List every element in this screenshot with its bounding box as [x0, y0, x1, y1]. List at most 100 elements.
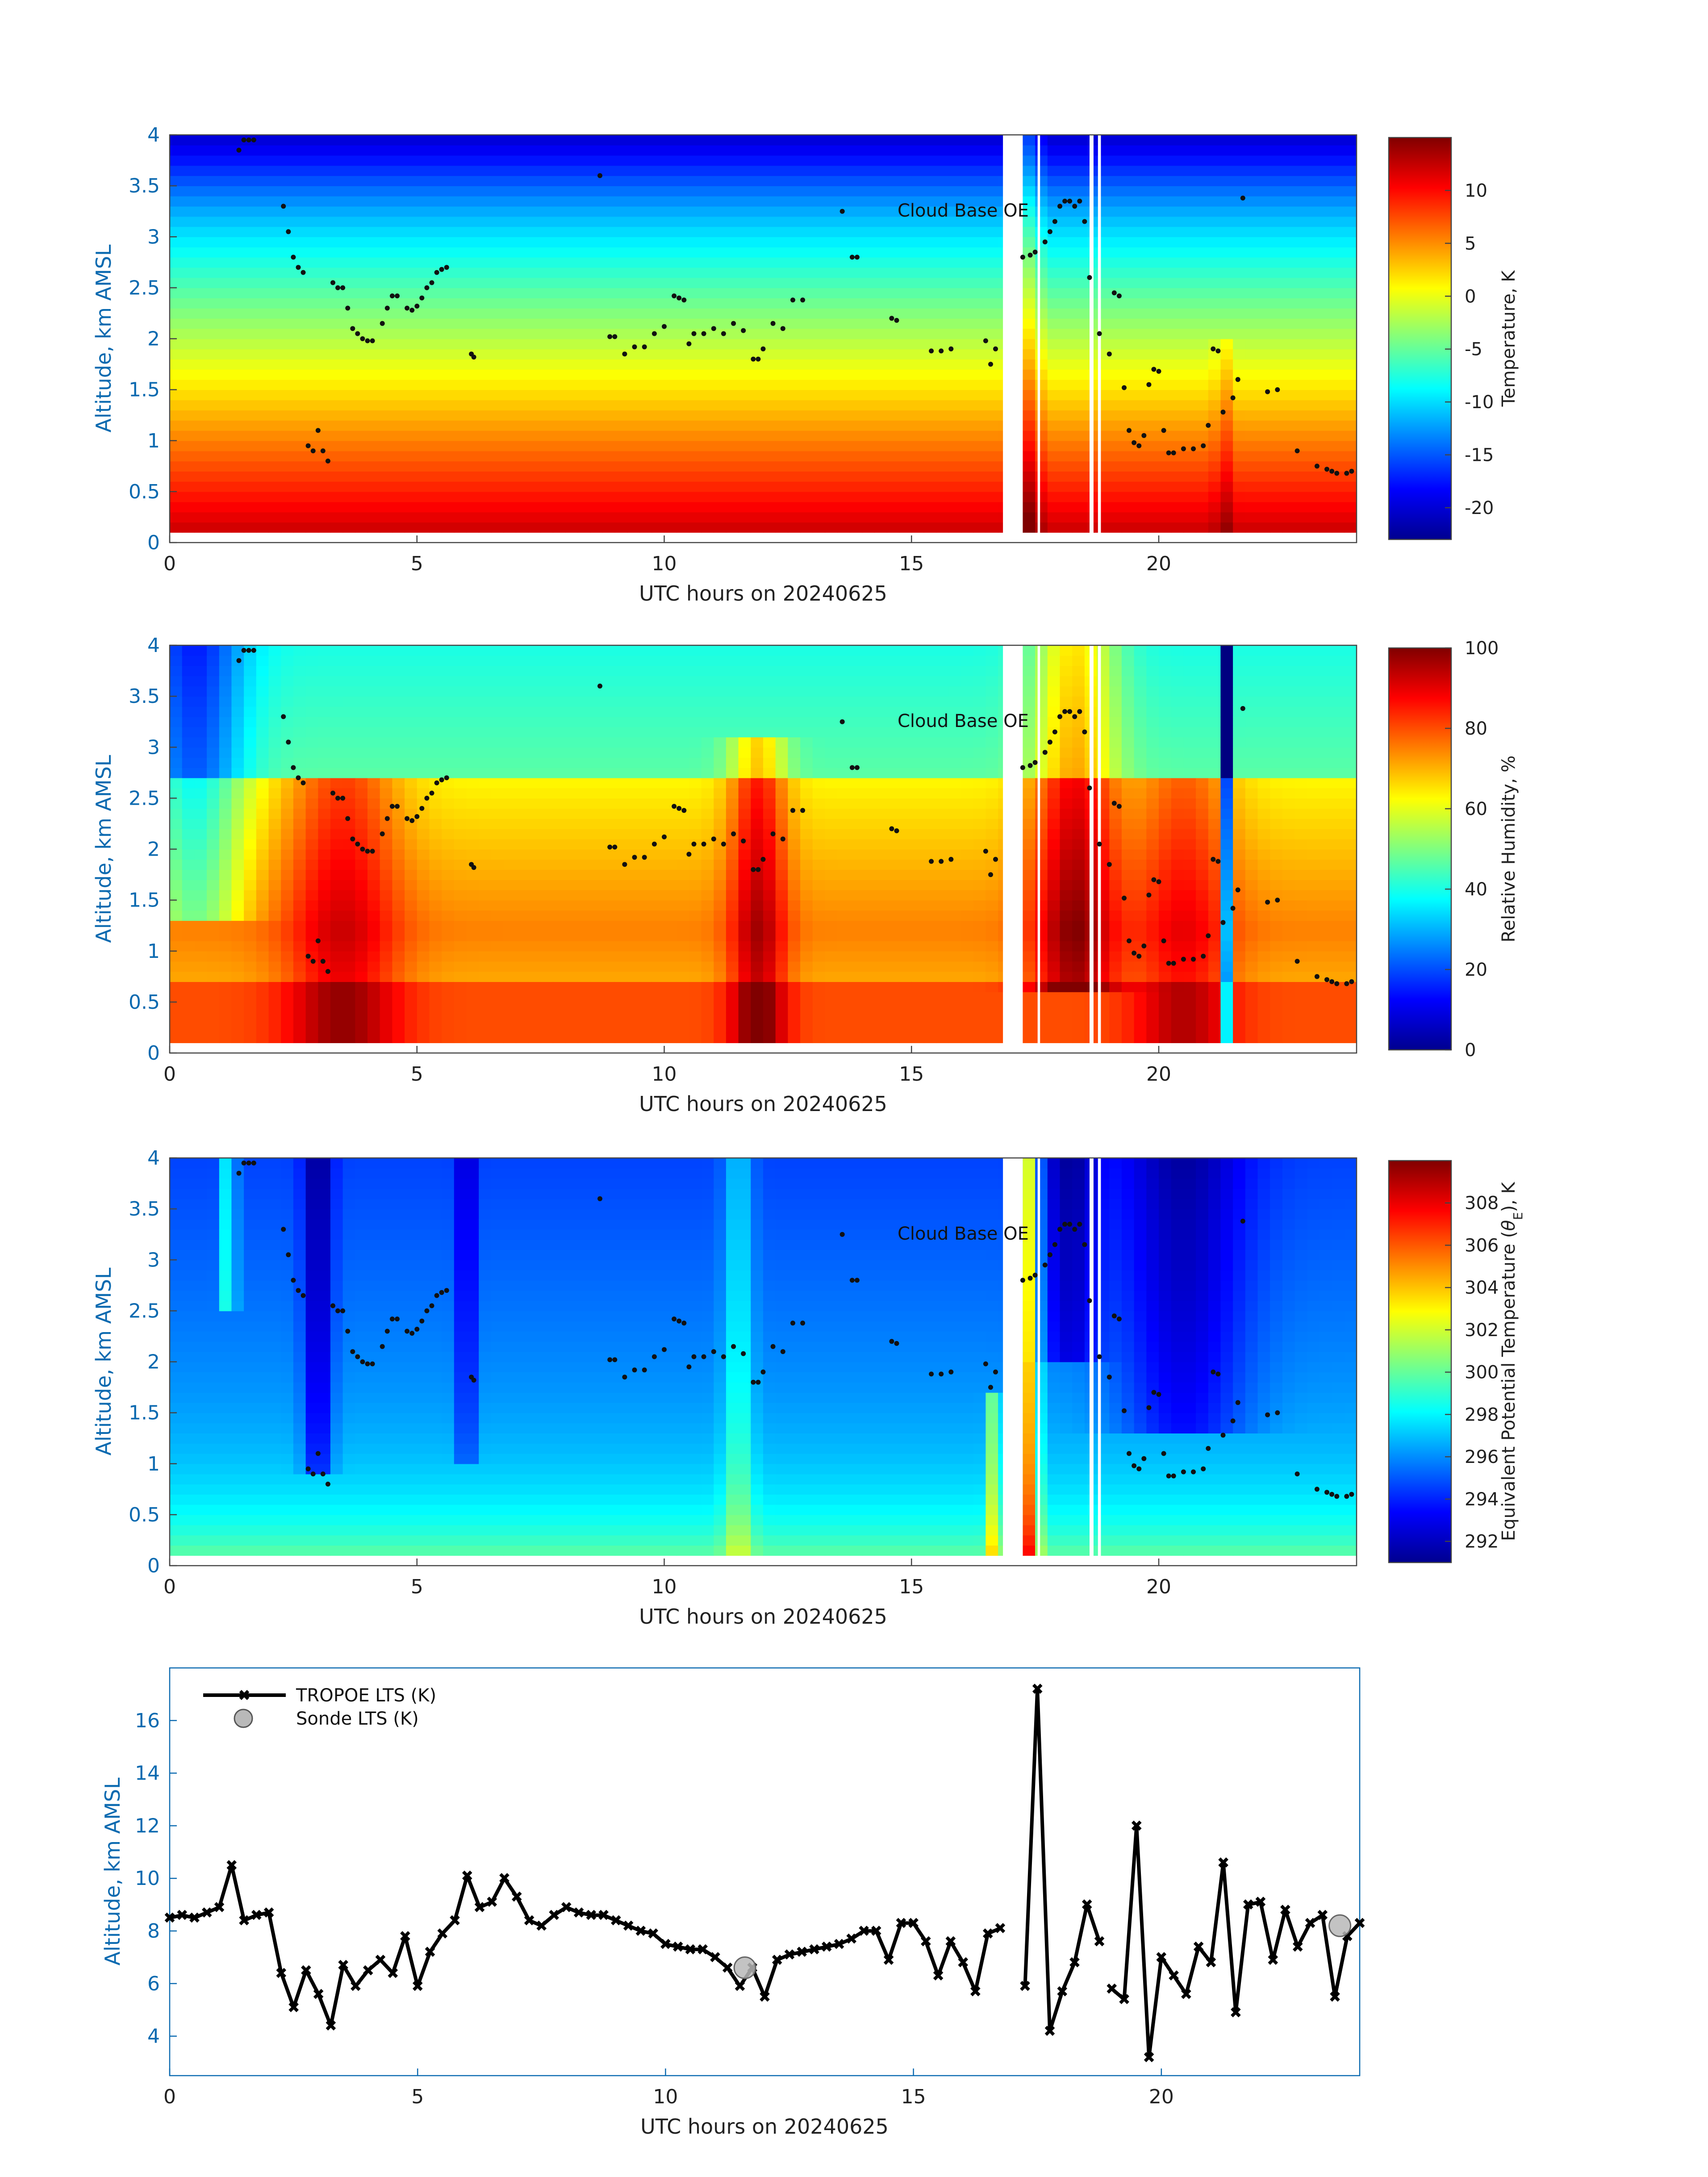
heatmap-cell — [639, 135, 652, 146]
heatmap-cell — [986, 186, 998, 196]
heatmap-cell — [1196, 196, 1209, 207]
heatmap-cell — [417, 512, 430, 523]
heatmap-cell — [701, 155, 714, 166]
heatmap-cell — [886, 379, 900, 390]
heatmap-cell — [1233, 501, 1246, 513]
heatmap-cell — [442, 379, 455, 390]
heatmap-cell — [466, 145, 479, 156]
heatmap-cell — [923, 196, 937, 207]
heatmap-cell — [170, 135, 183, 146]
heatmap-cell — [849, 216, 863, 227]
heatmap-cell — [170, 665, 183, 677]
heatmap-cell — [1035, 277, 1048, 288]
heatmap-cell — [1134, 175, 1147, 186]
heatmap-cell — [380, 798, 393, 809]
heatmap-cell — [973, 379, 986, 390]
heatmap-cell — [1344, 359, 1357, 370]
heatmap-cell — [1233, 379, 1246, 390]
heatmap-cell — [701, 369, 714, 380]
heatmap-cell — [812, 338, 826, 350]
heatmap-cell — [392, 890, 405, 901]
heatmap-cell — [305, 747, 319, 758]
heatmap-cell — [1171, 328, 1184, 339]
heatmap-cell — [664, 420, 677, 431]
heatmap-cell — [973, 410, 986, 421]
heatmap-cell — [516, 226, 529, 237]
heatmap-cell — [466, 379, 479, 390]
heatmap-cell — [1295, 135, 1308, 146]
heatmap-cell — [429, 859, 442, 870]
heatmap-cell — [170, 777, 183, 789]
heatmap-cell — [602, 389, 615, 401]
heatmap-cell — [417, 420, 430, 431]
heatmap-cell — [219, 522, 232, 533]
heatmap-cell — [986, 461, 998, 472]
heatmap-cell — [961, 471, 974, 482]
heatmap-cell — [788, 379, 801, 390]
heatmap-cell — [256, 900, 269, 911]
heatmap-cell — [540, 471, 554, 482]
heatmap-cell — [849, 389, 863, 401]
heatmap-cell — [800, 226, 813, 237]
heatmap-cell — [1245, 471, 1258, 482]
heatmap-cell — [182, 869, 195, 880]
cloud-base-point — [1171, 450, 1176, 455]
heatmap-cell — [1072, 216, 1085, 227]
heatmap-cell — [1171, 165, 1184, 176]
heatmap-cell — [207, 920, 220, 931]
heatmap-cell — [417, 910, 430, 921]
heatmap-cell — [442, 338, 455, 350]
heatmap-cell — [207, 247, 220, 258]
heatmap-cell — [1159, 359, 1172, 370]
heatmap-cell — [516, 481, 529, 492]
heatmap-cell — [1121, 145, 1135, 156]
heatmap-cell — [701, 338, 714, 350]
heatmap-cell — [1035, 349, 1048, 359]
heatmap-cell — [714, 501, 727, 513]
heatmap-cell — [1072, 298, 1085, 309]
heatmap-cell — [639, 349, 652, 359]
heatmap-cell — [726, 288, 739, 298]
heatmap-cell — [244, 1002, 257, 1013]
heatmap-cell — [355, 982, 368, 992]
heatmap-cell — [1319, 451, 1332, 462]
heatmap-cell — [1047, 491, 1061, 502]
heatmap-cell — [429, 359, 442, 370]
heatmap-cell — [1295, 501, 1308, 513]
heatmap-cell — [318, 716, 331, 727]
heatmap-cell — [182, 706, 195, 717]
heatmap-cell — [689, 206, 702, 217]
heatmap-cell — [775, 175, 789, 186]
heatmap-cell — [318, 400, 331, 411]
heatmap-cell — [1245, 461, 1258, 472]
heatmap-cell — [256, 165, 269, 176]
heatmap-cell — [182, 931, 195, 941]
heatmap-cell — [268, 175, 281, 186]
heatmap-cell — [986, 420, 998, 431]
heatmap-cell — [318, 747, 331, 758]
heatmap-cell — [1183, 359, 1196, 370]
heatmap-cell — [1282, 186, 1295, 196]
heatmap-cell — [553, 522, 566, 533]
heatmap-cell — [367, 880, 380, 890]
heatmap-cell — [1208, 226, 1221, 237]
heatmap-cell — [479, 676, 492, 687]
heatmap-cell — [231, 777, 244, 789]
heatmap-cell — [540, 288, 554, 298]
heatmap-cell — [1319, 135, 1332, 146]
heatmap-cell — [590, 440, 603, 451]
heatmap-cell — [1023, 288, 1036, 298]
heatmap-cell — [268, 145, 281, 156]
heatmap-cell — [1171, 379, 1184, 390]
heatmap-cell — [1134, 328, 1147, 339]
heatmap-cell — [627, 298, 640, 309]
heatmap-cell — [342, 655, 356, 666]
heatmap-cell — [651, 165, 665, 176]
heatmap-cell — [763, 318, 776, 329]
heatmap-cell — [1282, 216, 1295, 227]
heatmap-cell — [528, 135, 541, 146]
heatmap-cell — [1196, 298, 1209, 309]
heatmap-cell — [874, 298, 887, 309]
heatmap-cell — [392, 155, 405, 166]
